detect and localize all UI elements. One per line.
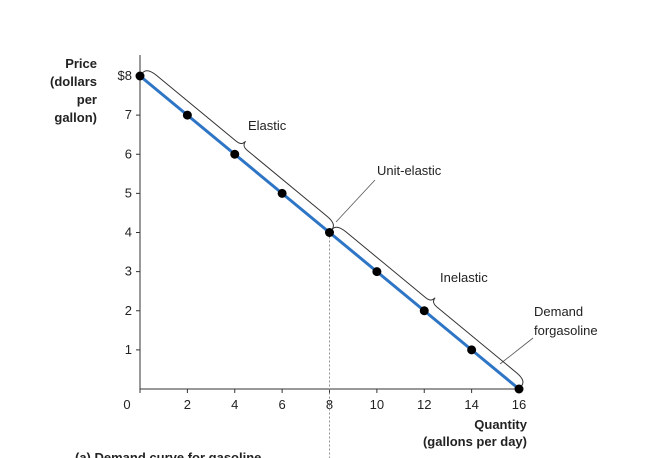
x-tick-label: 2 xyxy=(184,397,191,412)
data-point xyxy=(325,228,334,237)
data-point xyxy=(277,188,287,198)
y-tick-label: 5 xyxy=(125,185,132,200)
brace xyxy=(142,70,334,230)
y-tick-label: 1 xyxy=(125,342,132,357)
y-label-line: Price xyxy=(65,56,97,71)
caption: (a) Demand curve for gasoline xyxy=(75,450,261,458)
x-tick-label: 16 xyxy=(512,397,526,412)
data-point xyxy=(372,267,382,277)
x-tick-label: 12 xyxy=(417,397,431,412)
leader-line xyxy=(499,337,534,365)
leader-line xyxy=(335,179,376,223)
legend-label: forgasoline xyxy=(534,323,598,338)
y-label-line: (dollars xyxy=(50,74,97,89)
y-tick-label: 7 xyxy=(125,107,132,122)
x-label-line: Quantity xyxy=(474,417,527,432)
y-tick-label: 3 xyxy=(125,264,132,279)
x-tick-label: 10 xyxy=(370,397,384,412)
legend-label: Demand xyxy=(534,304,583,319)
data-point xyxy=(135,71,145,81)
y-label-line: gallon) xyxy=(54,110,97,125)
x-tick-label: 14 xyxy=(464,397,478,412)
x-tick-label: 0 xyxy=(123,397,130,412)
y-tick-label: 2 xyxy=(125,303,132,318)
data-point xyxy=(467,345,477,355)
data-point xyxy=(182,110,192,120)
annotation: Inelastic xyxy=(440,270,488,285)
brace xyxy=(331,226,524,387)
data-point xyxy=(419,306,429,316)
y-label: Price (dollars per gallon) xyxy=(50,56,97,125)
annotation: Unit-elastic xyxy=(377,163,442,178)
x-tick-label: 6 xyxy=(279,397,286,412)
x-label-line: (gallons per day) xyxy=(423,434,527,449)
data-point xyxy=(514,384,524,394)
y-label-line: per xyxy=(77,92,97,107)
y-tick-label: $8 xyxy=(118,68,132,83)
x-tick-label: 4 xyxy=(231,397,238,412)
data-point xyxy=(230,149,240,159)
y-tick-label: 4 xyxy=(125,225,132,240)
annotation: Elastic xyxy=(248,118,287,133)
y-tick-label: 6 xyxy=(125,146,132,161)
